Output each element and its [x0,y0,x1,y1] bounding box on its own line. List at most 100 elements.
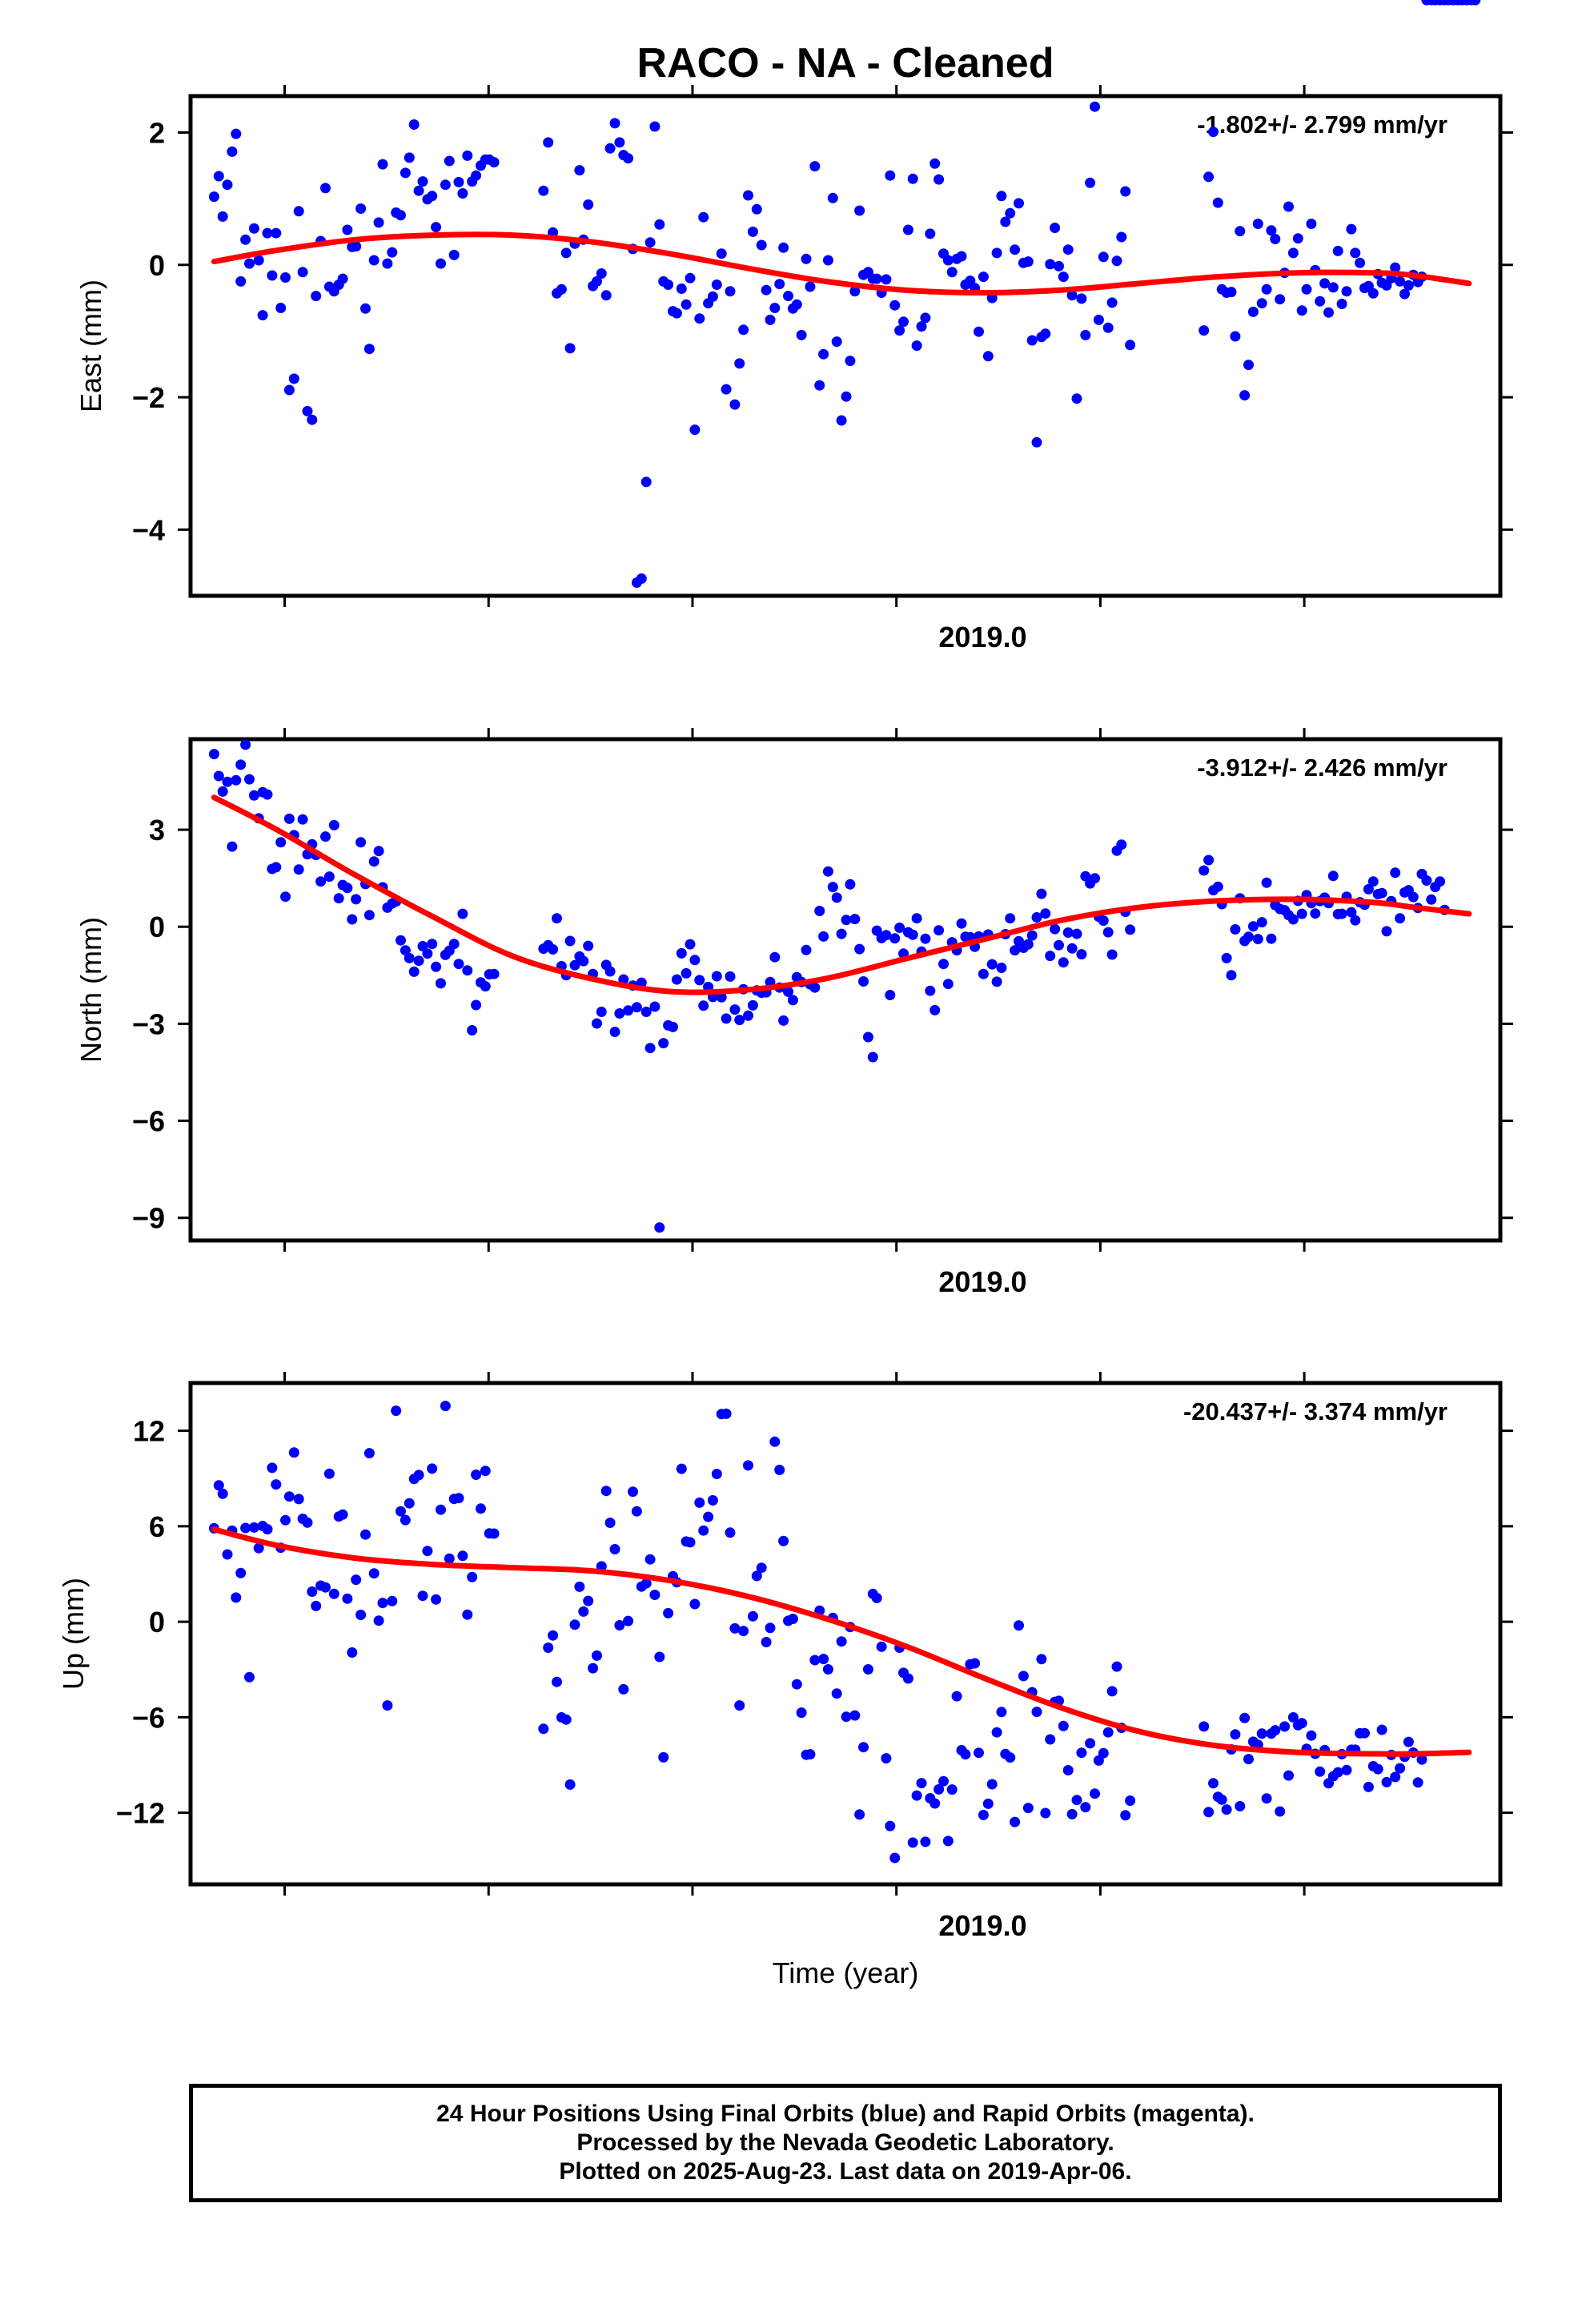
north-data-point [783,986,793,997]
up-data-point [488,1528,500,1539]
east-data-point [1301,283,1312,295]
figure-title: RACO - NA - Cleaned [637,40,1054,86]
north-data-point [1125,924,1136,935]
east-data-point [355,203,367,214]
up-data-point [253,1542,264,1554]
up-data-point [1341,1764,1352,1775]
up-data-point [930,1798,941,1809]
north-data-point [769,951,781,963]
north-data-point [930,1004,941,1015]
north-data-point [1212,881,1223,892]
north-data-point [778,1015,789,1026]
up-data-point [1071,1795,1082,1806]
north-data-point [1363,883,1374,895]
up-data-point [1221,1804,1232,1815]
up-data-point [600,1486,612,1497]
up-data-point [462,1609,473,1620]
up-data-point [271,1479,282,1490]
east-data-point [280,272,291,283]
up-data-point [1275,1806,1286,1817]
up-data-point [1359,1727,1370,1739]
up-data-point [982,1798,994,1809]
east-data-point [1336,299,1347,309]
north-data-point [564,935,576,947]
east-data-point [747,226,758,237]
north-data-point [1116,839,1127,850]
north-y-tick-label: 3 [149,814,165,846]
up-data-point [849,1710,861,1721]
north-data-point [787,995,798,1006]
north-data-point [654,1222,665,1233]
north-data-point [729,1004,741,1015]
east-data-point [440,179,451,191]
up-data-point [698,1525,709,1536]
east-data-point [1399,288,1410,300]
east-data-point [564,343,576,354]
north-data-point [942,979,954,990]
north-data-point [1421,875,1432,886]
north-data-point [227,841,238,852]
east-data-point [1323,307,1334,318]
east-data-point [911,340,922,352]
east-data-point [208,191,219,203]
north-data-point [208,749,219,760]
north-data-point [1066,943,1078,954]
east-data-point [805,281,816,292]
east-data-point [663,279,674,290]
up-data-point [881,1753,892,1764]
east-data-point [783,291,793,302]
up-y-tick-label: 0 [149,1606,165,1638]
north-data-point [1390,867,1401,879]
up-data-point [307,1586,318,1597]
up-data-point [320,1582,331,1593]
east-data-point [267,270,278,281]
east-data-point [417,176,428,187]
up-data-point [476,1503,486,1514]
up-data-point [761,1637,772,1647]
up-data-point [1203,1807,1215,1818]
up-data-point [1125,1795,1136,1806]
north-data-point [934,925,945,936]
east-data-point [271,227,282,239]
north-y-tick-label: −3 [132,1007,165,1040]
east-data-point [538,185,549,196]
east-data-point [253,255,264,266]
east-data-point [1005,207,1016,219]
north-data-point [1071,928,1082,939]
north-data-point [894,923,905,933]
east-data-point [609,118,620,129]
east-data-point [654,219,665,230]
up-data-point [685,1537,696,1548]
east-data-point [320,183,331,194]
north-data-point [1045,951,1056,962]
east-data-point [436,258,446,269]
east-data-point [1239,390,1251,401]
east-data-point [583,199,594,210]
north-data-point [689,955,701,966]
east-x-tick-label: 2019.0 [938,621,1026,653]
north-data-point [1310,908,1321,919]
up-data-point [569,1619,580,1630]
east-data-point [1199,325,1210,336]
east-data-point [556,283,567,295]
north-data-point [1050,923,1061,935]
up-data-point [311,1600,322,1611]
north-data-point [427,939,438,950]
north-data-point [854,943,865,955]
up-data-point [377,1598,388,1609]
north-data-point [280,891,291,903]
up-data-point [471,1470,482,1480]
up-data-point [885,1820,896,1831]
east-data-point [849,286,861,297]
up-data-point [934,1783,945,1795]
up-data-point [440,1401,451,1412]
up-data-point [1098,1747,1109,1759]
east-data-point [1283,201,1294,212]
north-data-point [743,1010,753,1021]
east-data-point [431,222,442,233]
east-data-point [1256,298,1267,309]
north-data-point [649,1001,661,1012]
east-data-point [738,324,749,336]
north-data-point [1098,915,1109,927]
east-data-point [227,146,238,157]
